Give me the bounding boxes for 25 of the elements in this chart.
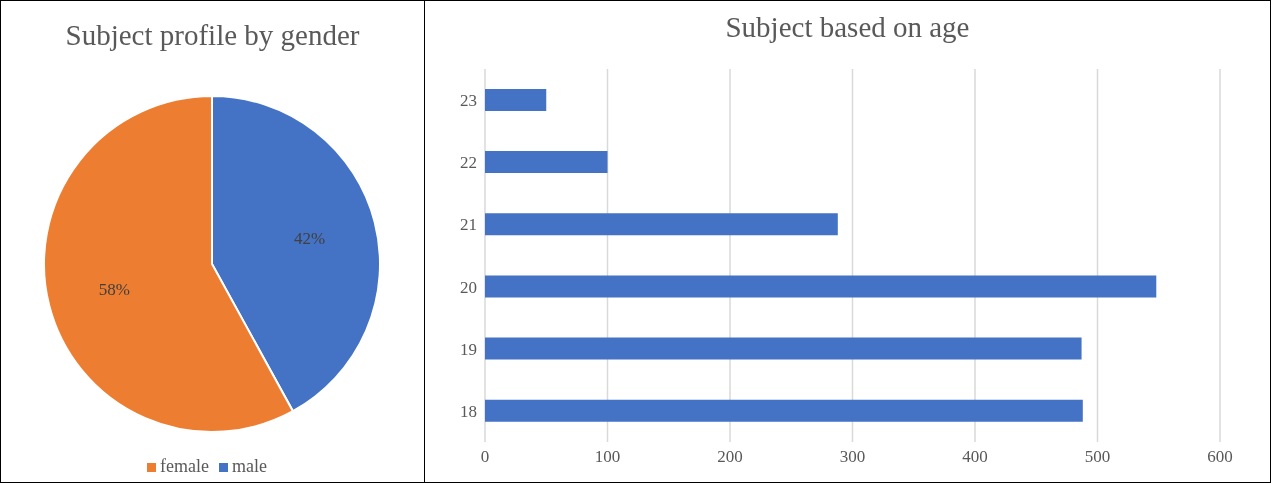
y-tick-label: 18	[460, 401, 477, 421]
bar	[485, 213, 838, 236]
y-tick-label: 21	[460, 215, 477, 235]
legend-label: male	[231, 456, 267, 476]
bar	[485, 275, 1157, 298]
data-label: 58%	[98, 279, 130, 299]
y-tick-label: 20	[460, 277, 477, 297]
bar	[485, 399, 1083, 422]
x-tick-label: 500	[1084, 447, 1111, 467]
x-tick-label: 200	[717, 447, 743, 467]
x-tick-label: 100	[594, 447, 621, 467]
x-tick-label: 300	[839, 447, 866, 467]
bar	[485, 151, 608, 174]
y-tick-label: 22	[460, 153, 477, 173]
y-tick-label: 23	[460, 91, 477, 111]
chart-title: Subject based on age	[724, 10, 971, 45]
x-tick-label: 0	[480, 447, 490, 467]
bar	[485, 337, 1082, 360]
x-tick-label: 400	[962, 447, 988, 467]
x-tick-label: 600	[1207, 447, 1233, 467]
data-label: 42%	[294, 229, 326, 249]
bar	[485, 88, 547, 111]
chart-title: Subject profile by gender	[64, 18, 361, 53]
y-tick-label: 19	[460, 339, 477, 359]
legend-label: female	[160, 456, 209, 476]
